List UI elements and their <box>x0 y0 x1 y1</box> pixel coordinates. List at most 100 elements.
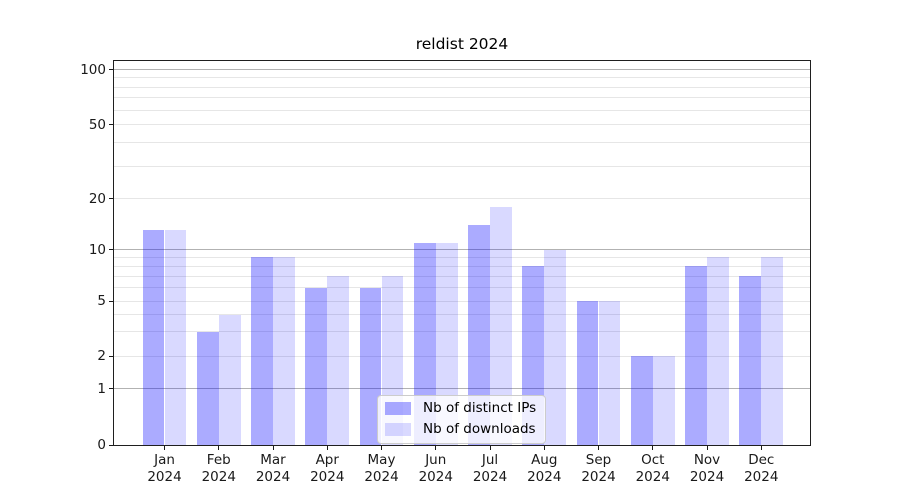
chart-title: reldist 2024 <box>415 35 509 53</box>
x-tick-label: Sep 2024 <box>567 452 631 486</box>
x-tick-month: Oct <box>641 452 665 468</box>
bar-downloads <box>598 301 621 445</box>
x-tick <box>706 446 708 450</box>
x-tick <box>598 446 599 450</box>
bar-downloads <box>652 356 675 445</box>
x-tick-year: 2024 <box>527 469 562 485</box>
x-tick-label: Nov 2024 <box>675 452 739 486</box>
bar-downloads <box>544 249 567 445</box>
bar-distinct-ips <box>630 356 653 445</box>
x-tick-label: Aug 2024 <box>512 452 576 486</box>
x-tick <box>218 446 220 450</box>
x-tick-label: May 2024 <box>350 452 414 486</box>
x-tick-month: Apr <box>315 452 339 468</box>
x-tick-month: Nov <box>693 452 721 468</box>
x-tick-label: Dec 2024 <box>729 452 793 486</box>
gridline-major <box>114 249 810 251</box>
x-tick <box>652 446 654 450</box>
y-tick <box>109 388 113 390</box>
bar-downloads <box>435 242 458 445</box>
plot-area: 0 1 2 5 10 20 50 100 Jan 2024 Feb 2024 Mar 2024 Apr 202… <box>80 60 811 485</box>
x-tick-year: 2024 <box>201 469 236 485</box>
y-tick <box>109 355 113 357</box>
bar-distinct-ips <box>305 287 328 445</box>
bar-downloads <box>490 206 512 445</box>
x-tick-year: 2024 <box>472 469 508 485</box>
bar-downloads <box>273 257 295 445</box>
bar-downloads <box>761 257 784 445</box>
y-tick <box>109 300 113 302</box>
gridline-minor <box>114 109 810 111</box>
gridline-minor <box>114 86 810 88</box>
y-tick-label: 2 <box>97 348 106 365</box>
bar-downloads <box>164 230 187 445</box>
y-tick <box>109 249 113 251</box>
x-tick-month: Aug <box>531 452 558 468</box>
x-tick-label: Mar 2024 <box>241 452 305 486</box>
x-tick <box>381 446 382 450</box>
gridline-minor <box>114 256 810 258</box>
x-tick-month: Dec <box>748 452 775 468</box>
gridline-minor <box>114 165 810 167</box>
x-tick-label: Jul 2024 <box>458 452 522 486</box>
y-tick-label: 0 <box>97 437 106 453</box>
x-tick-label: Jun 2024 <box>404 452 468 486</box>
gridline-minor <box>114 124 810 126</box>
x-tick-year: 2024 <box>147 469 182 485</box>
legend-swatch-downloads <box>385 423 411 436</box>
bar-distinct-ips <box>251 257 273 445</box>
x-tick-month: Sep <box>585 452 612 468</box>
x-tick-month: May <box>367 452 396 468</box>
legend-swatch-distinct-ips <box>385 402 411 415</box>
x-tick-year: 2024 <box>310 469 345 485</box>
bar-distinct-ips <box>142 230 165 445</box>
bar-distinct-ips <box>196 331 219 445</box>
x-tick-month: Jan <box>154 452 175 468</box>
x-tick-year: 2024 <box>418 469 453 485</box>
x-tick-month: Mar <box>260 452 286 468</box>
gridline-major <box>114 388 810 390</box>
y-tick-label: 50 <box>88 116 106 133</box>
bar-distinct-ips <box>359 287 382 445</box>
x-tick <box>272 446 274 450</box>
x-tick-year: 2024 <box>689 469 725 485</box>
y-tick-label: 10 <box>88 241 106 258</box>
gridline-minor <box>114 331 810 333</box>
x-tick-label: Oct 2024 <box>621 452 685 486</box>
x-tick <box>760 446 762 450</box>
x-tick-label: Feb 2024 <box>187 452 251 486</box>
bar-distinct-ips <box>685 266 707 445</box>
x-tick <box>543 446 545 450</box>
x-tick <box>164 446 165 450</box>
y-tick <box>109 444 113 446</box>
x-tick-label: Apr 2024 <box>295 452 359 486</box>
x-tick-year: 2024 <box>364 469 399 485</box>
gridline-minor <box>114 198 810 200</box>
x-tick-year: 2024 <box>744 469 779 485</box>
gridline-minor <box>114 142 810 144</box>
gridline-major <box>114 69 810 71</box>
legend-item-distinct-ips: Nb of distinct IPs <box>385 400 536 417</box>
y-tick <box>109 69 113 71</box>
x-tick-month: Feb <box>206 452 231 468</box>
x-tick-year: 2024 <box>581 469 616 485</box>
y-tick <box>109 198 113 200</box>
x-tick <box>489 446 491 450</box>
gridline-minor <box>114 355 810 357</box>
gridline-minor <box>114 287 810 289</box>
y-tick-label: 1 <box>97 380 106 397</box>
x-tick-month: Jun <box>425 452 447 468</box>
y-tick <box>109 124 113 126</box>
gridline-minor <box>114 97 810 99</box>
gridline-minor <box>114 300 810 302</box>
gridline-minor <box>114 77 810 79</box>
gridline-minor <box>114 314 810 316</box>
bar-downloads <box>327 276 350 445</box>
gridline-minor <box>114 265 810 267</box>
legend-label-distinct-ips: Nb of distinct IPs <box>423 400 537 416</box>
bar-distinct-ips <box>739 276 762 445</box>
x-tick <box>326 446 328 450</box>
y-tick-label: 20 <box>88 190 106 207</box>
x-tick-label: Jan 2024 <box>133 452 197 486</box>
